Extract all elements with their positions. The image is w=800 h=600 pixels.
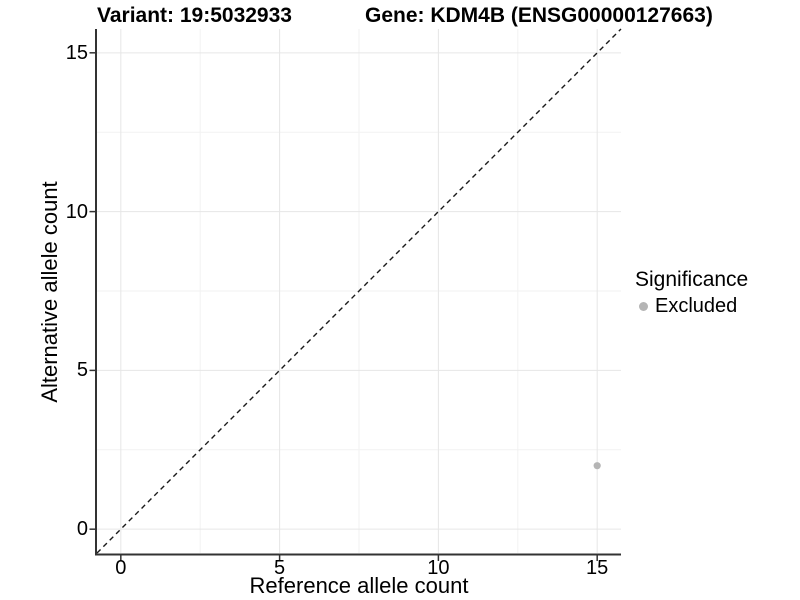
x-tick-label: 0 (115, 557, 127, 579)
legend: Significance Excluded (635, 268, 748, 318)
x-axis-title: Reference allele count (249, 573, 469, 598)
y-axis-title: Alternative allele count (37, 181, 62, 403)
identity-dashed-line (96, 28, 622, 554)
legend-entry-label: Excluded (655, 295, 738, 317)
plot-title-gene: Gene: KDM4B (ENSG00000127663) (365, 4, 713, 27)
x-tick-label: 5 (274, 557, 286, 579)
x-tick-label: 10 (427, 557, 450, 579)
y-tick-label: 0 (76, 518, 88, 541)
legend-title: Significance (635, 268, 749, 291)
plot-title-variant: Variant: 19:5032933 (97, 4, 292, 27)
legend-entry: Excluded (635, 294, 748, 318)
legend-key-dot-icon (639, 301, 648, 311)
y-tick-label: 15 (65, 41, 88, 64)
y-tick-label: 10 (65, 200, 88, 223)
legend-entries: Excluded (635, 294, 748, 318)
data-point (593, 462, 601, 470)
y-tick-label: 5 (76, 359, 88, 382)
x-tick-label: 15 (586, 557, 609, 579)
